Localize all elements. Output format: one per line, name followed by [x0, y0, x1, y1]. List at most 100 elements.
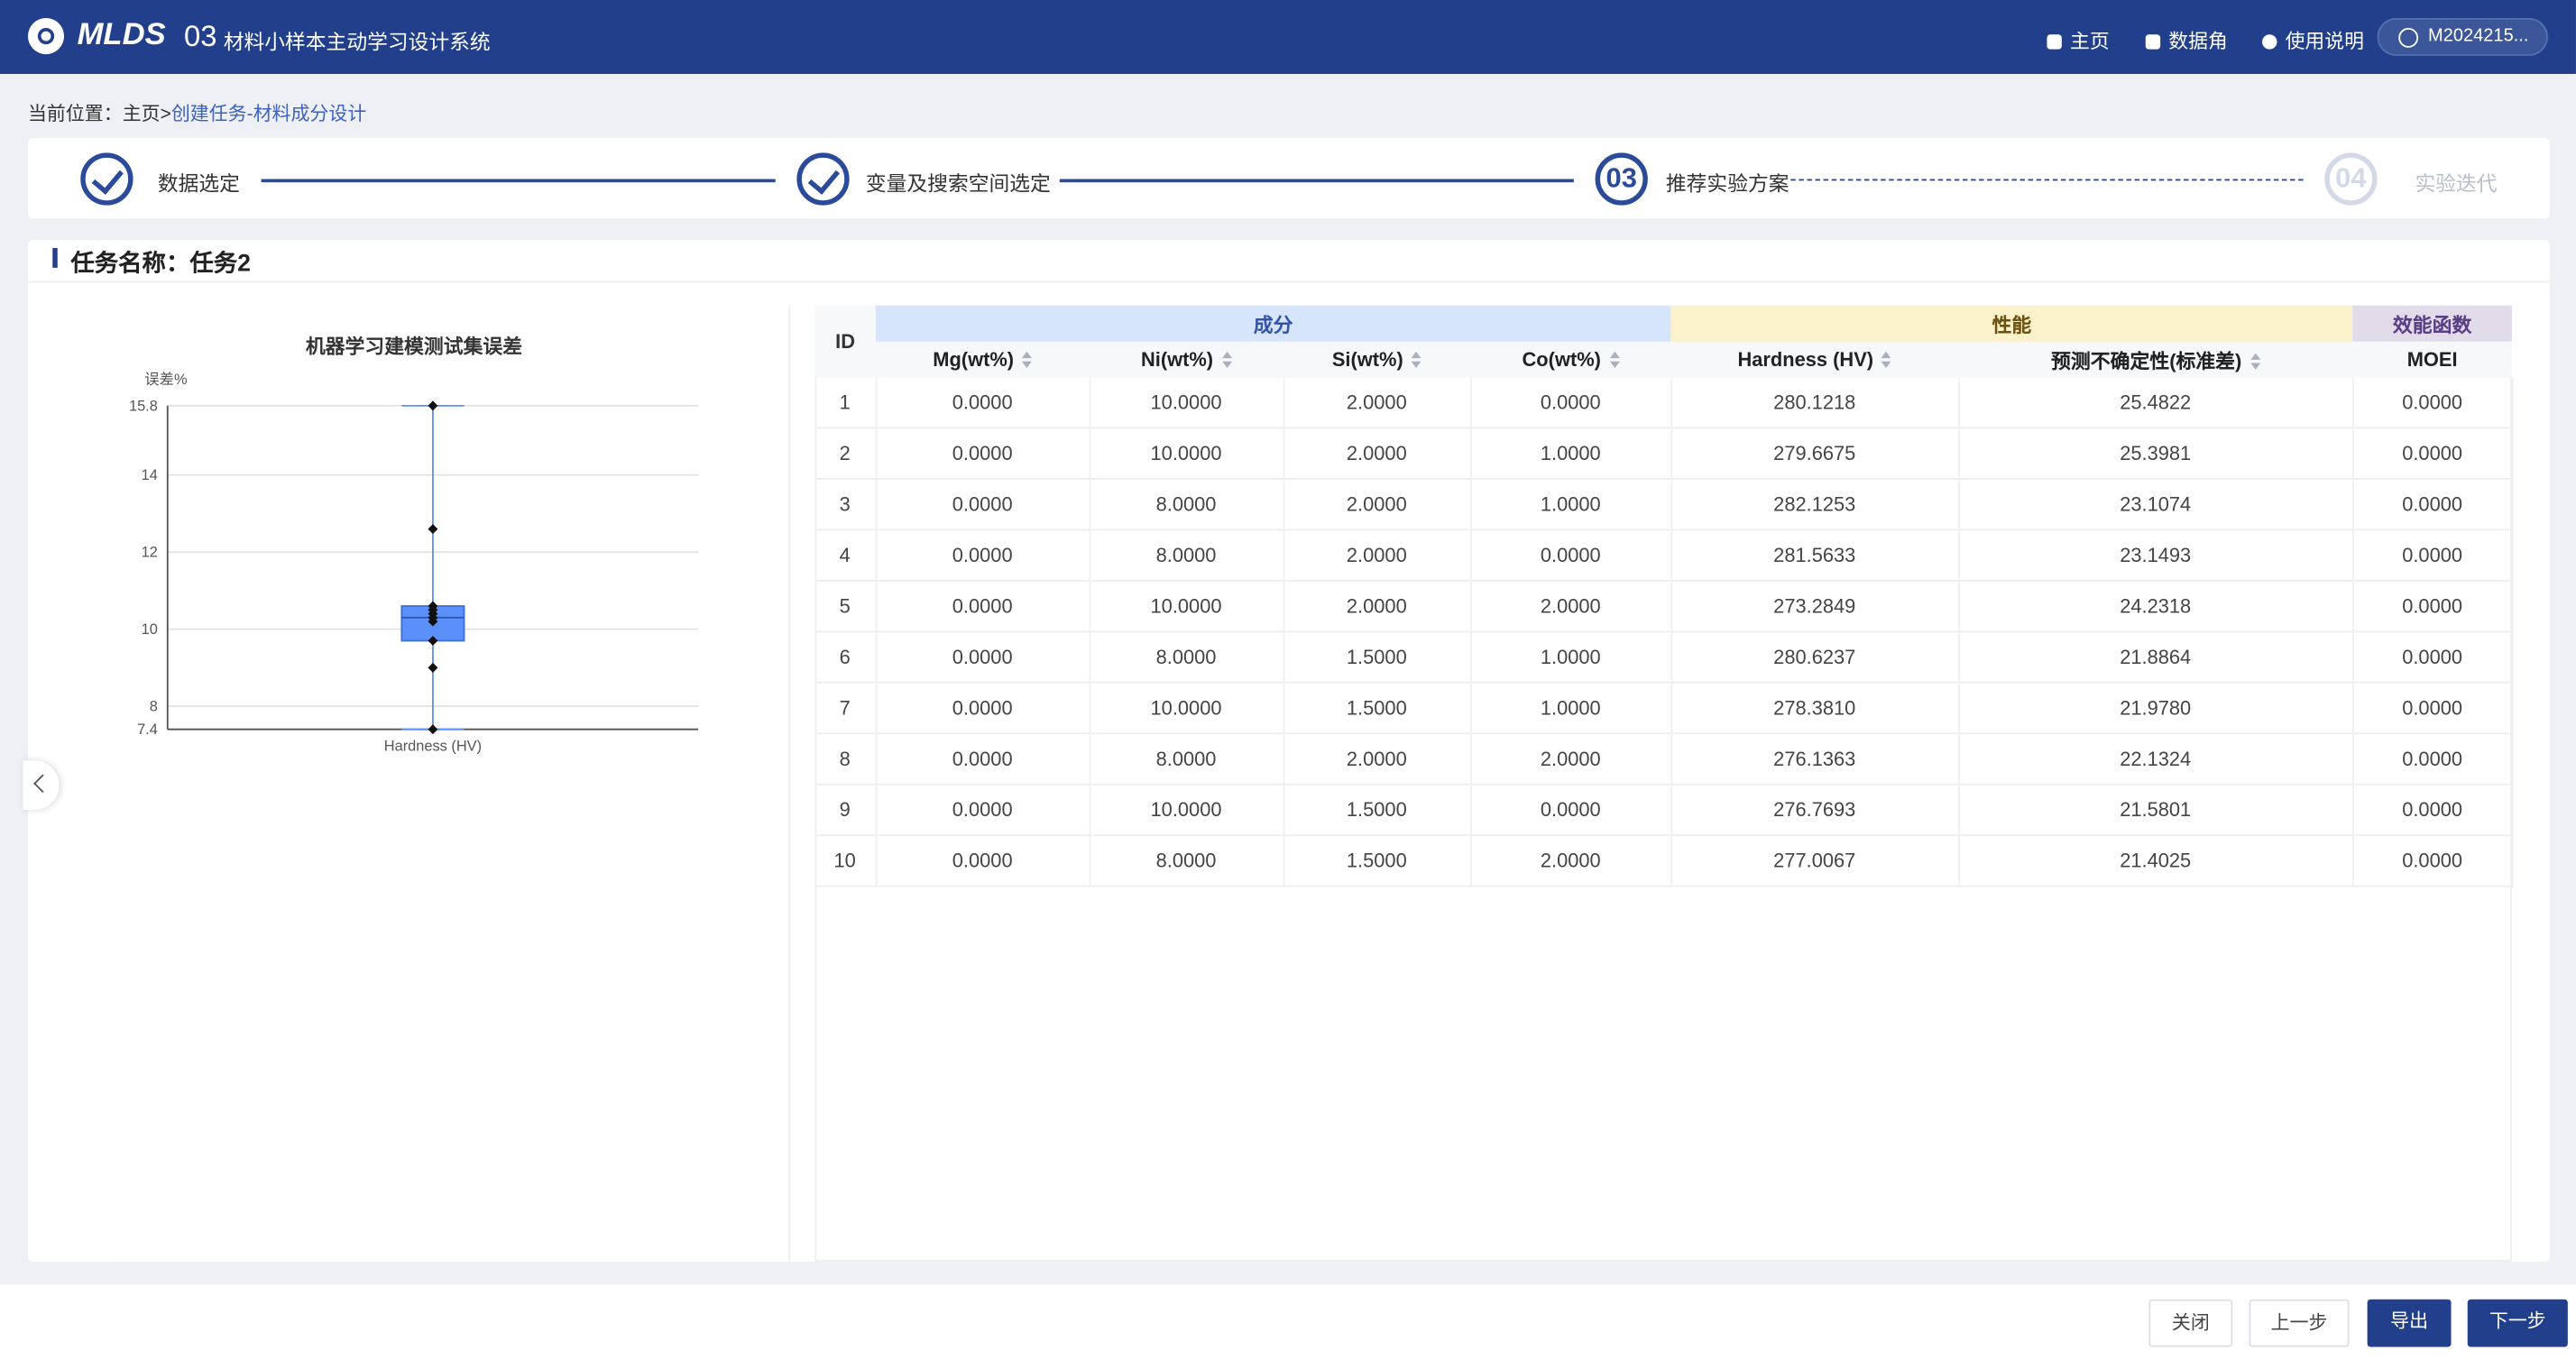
close-button[interactable]: 关闭: [2148, 1299, 2233, 1347]
step-label: 数据选定: [157, 172, 240, 196]
table-cell: 21.5801: [1958, 784, 2354, 837]
y-tick-label: 7.4: [137, 721, 158, 738]
table-cell: 0.0000: [875, 580, 1090, 633]
y-tick-label: 14: [142, 467, 158, 483]
table-cell: 1.0000: [1470, 427, 1672, 480]
table-cell: 0.0000: [875, 377, 1090, 429]
breadcrumb-current: 创建任务-材料成分设计: [170, 105, 367, 125]
footer: [0, 1284, 2576, 1360]
column-header: MOEI: [2352, 341, 2512, 378]
table-cell: 2.0000: [1283, 478, 1472, 531]
sort-button[interactable]: [1022, 351, 1033, 368]
step-line: [261, 179, 776, 183]
table-cell: 3: [814, 478, 877, 531]
system-title: 材料小样本主动学习设计系统: [223, 31, 491, 55]
steps-card: [27, 137, 2550, 219]
step-line: [1790, 179, 2304, 181]
data-point: [428, 616, 438, 627]
table-cell: 6: [814, 631, 877, 684]
table-cell: 4: [814, 529, 877, 582]
y-tick-label: 12: [142, 545, 158, 561]
column-label: Mg(wt%): [933, 348, 1015, 372]
sort-button[interactable]: [1411, 351, 1421, 368]
y-tick-label: 8: [150, 699, 158, 715]
table-cell: 7: [814, 682, 877, 735]
data-point: [428, 524, 438, 535]
table-cell: 10: [814, 835, 877, 887]
box-chart: 机器学习建模测试集误差 误差% 7.4 8 10 12 14 15.8 Hardness (…: [129, 335, 699, 754]
breadcrumb-home[interactable]: 主页: [122, 105, 161, 125]
table-row: 9 0.0000 10.0000 1.5000 0.0000 276.7693 21.580…: [814, 784, 2513, 837]
table-row: 5 0.0000 10.0000 2.0000 2.0000 273.2849 24.231…: [814, 580, 2513, 633]
nav-help[interactable]: 使用说明: [2262, 26, 2364, 54]
nav-label: 主页: [2069, 29, 2110, 53]
data-point: [428, 662, 438, 673]
table-cell: 0.0000: [2352, 784, 2513, 837]
breadcrumb-label: 当前位置：: [27, 105, 123, 125]
column-label: MOEI: [2406, 348, 2458, 372]
table-row: 4 0.0000 8.0000 2.0000 0.0000 281.5633 23.1493…: [814, 529, 2513, 582]
result-table: ID 成分 性能 效能函数 Mg(wt%) Ni(wt%) Si(wt%) Co(wt%) Ha…: [814, 305, 2513, 887]
table-cell: 0.0000: [875, 631, 1090, 684]
table-cell: 1.5000: [1283, 631, 1472, 684]
table-cell: 2: [814, 427, 877, 480]
table-cell: 0.0000: [2352, 733, 2513, 786]
step-number: 04: [2324, 152, 2378, 206]
table-cell: 0.0000: [875, 835, 1090, 887]
column-header: Hardness (HV): [1670, 341, 1959, 378]
table-cell: 273.2849: [1670, 580, 1960, 633]
table-cell: 1.0000: [1470, 682, 1672, 735]
table-row: 7 0.0000 10.0000 1.5000 1.0000 278.3810 21.978…: [814, 682, 2513, 735]
column-header-row: Mg(wt%) Ni(wt%) Si(wt%) Co(wt%) Hardness (HV…: [814, 341, 2512, 378]
column-label: Si(wt%): [1331, 348, 1403, 372]
nav-data[interactable]: 数据角: [2145, 26, 2228, 54]
data-point: [428, 724, 438, 735]
user-menu[interactable]: M2024215...: [2377, 18, 2548, 56]
prev-button[interactable]: 上一步: [2249, 1299, 2350, 1347]
table-cell: 0.0000: [875, 427, 1090, 480]
table-cell: 8: [814, 733, 877, 786]
breadcrumb: 当前位置：主页>创建任务-材料成分设计: [28, 100, 366, 126]
sort-button[interactable]: [1221, 351, 1232, 368]
chart-title: 机器学习建模测试集误差: [306, 335, 522, 358]
export-button[interactable]: 导出: [2367, 1299, 2452, 1347]
table-cell: 2.0000: [1283, 377, 1472, 429]
table-row: 3 0.0000 8.0000 2.0000 1.0000 282.1253 23.1074…: [814, 478, 2513, 531]
table-cell: 0.0000: [2352, 529, 2513, 582]
table-cell: 2.0000: [1283, 427, 1472, 480]
table-cell: 2.0000: [1283, 529, 1472, 582]
table-cell: 10.0000: [1089, 682, 1284, 735]
table-cell: 25.4822: [1958, 377, 2354, 429]
table-cell: 2.0000: [1470, 733, 1672, 786]
column-label: Co(wt%): [1522, 348, 1601, 372]
nav-home[interactable]: 主页: [2047, 26, 2110, 54]
column-header: Si(wt%): [1283, 341, 1471, 378]
table-cell: 0.0000: [875, 784, 1090, 837]
table-cell: 280.1218: [1670, 377, 1960, 429]
table-cell: 8.0000: [1089, 478, 1284, 531]
sort-button[interactable]: [1881, 351, 1892, 368]
table-cell: 10.0000: [1089, 580, 1284, 633]
nav-label: 数据角: [2168, 29, 2228, 53]
sort-button[interactable]: [1609, 351, 1619, 368]
id-header: ID: [814, 305, 876, 378]
column-header: Ni(wt%): [1089, 341, 1283, 378]
table-cell: 0.0000: [875, 682, 1090, 735]
task-title: 任务名称：任务2: [70, 251, 251, 278]
step-line: [1059, 179, 1574, 183]
sort-button[interactable]: [2249, 352, 2260, 369]
table-cell: 280.6237: [1670, 631, 1960, 684]
divider: [27, 280, 2550, 283]
table-cell: 0.0000: [2352, 478, 2513, 531]
table-cell: 2.0000: [1470, 835, 1672, 887]
table-cell: 1.5000: [1283, 835, 1472, 887]
table-cell: 278.3810: [1670, 682, 1960, 735]
table-cell: 0.0000: [1470, 377, 1672, 429]
table-cell: 21.8864: [1958, 631, 2354, 684]
table-cell: 0.0000: [875, 478, 1090, 531]
table-row: 10 0.0000 8.0000 1.5000 2.0000 277.0067 21.402…: [814, 835, 2513, 887]
next-button[interactable]: 下一步: [2467, 1299, 2568, 1347]
column-header: 预测不确定性(标准差): [1958, 341, 2353, 378]
table-cell: 8.0000: [1089, 631, 1284, 684]
